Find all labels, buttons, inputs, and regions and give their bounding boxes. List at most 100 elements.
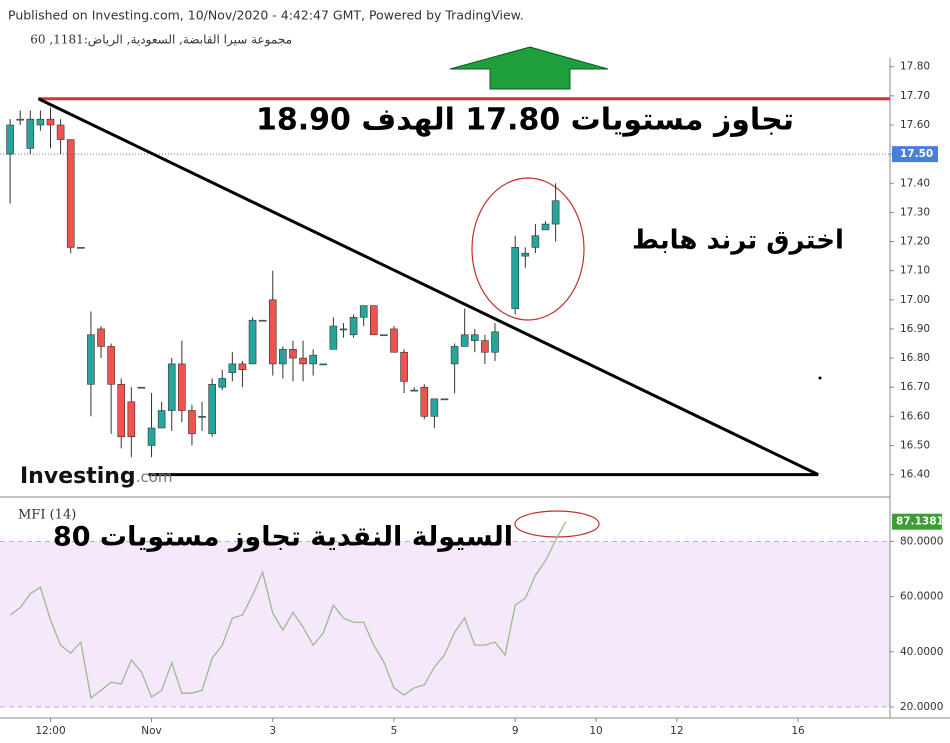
- logo-suffix: .com: [136, 468, 173, 486]
- candle-body: [208, 383, 216, 435]
- candle-body: [531, 235, 540, 248]
- candle-body: [279, 349, 287, 365]
- candle-body: [248, 319, 257, 365]
- candle-body: [410, 389, 418, 392]
- candle-body: [46, 118, 55, 126]
- candle-body: [36, 118, 45, 126]
- x-tick-label: 3: [269, 725, 276, 737]
- candle-body: [400, 351, 408, 382]
- y-tick-label: 17.00: [900, 294, 930, 306]
- candle-body: [117, 383, 126, 438]
- x-tick-label: 10: [589, 725, 602, 737]
- dot: [818, 376, 822, 380]
- candle-body: [329, 325, 338, 350]
- y-tick-label: 20.0000: [900, 701, 943, 713]
- candle-body: [26, 118, 35, 149]
- drawing-line: [37, 97, 819, 476]
- y-tick-label: 80.0000: [900, 535, 943, 547]
- mfi-last-label: 87.1381: [896, 516, 944, 528]
- candle-body: [66, 139, 75, 248]
- y-tick-label: 17.60: [900, 119, 930, 131]
- candle-body: [289, 349, 297, 359]
- arrow-up: [449, 46, 609, 90]
- candle-body: [137, 386, 146, 389]
- candle-body: [127, 401, 136, 438]
- candle-body: [77, 247, 85, 249]
- candle-body: [471, 334, 479, 341]
- candle-body: [16, 118, 25, 121]
- y-tick-label: 17.10: [900, 265, 930, 277]
- candle-body: [390, 328, 398, 353]
- y-tick-label: 60.0000: [900, 591, 943, 603]
- x-tick-label: 9: [512, 725, 519, 737]
- candle-body: [481, 340, 489, 353]
- x-tick-label: 5: [391, 725, 398, 737]
- y-tick-label: 17.80: [900, 61, 930, 73]
- candle-body: [188, 410, 196, 435]
- candle-body: [157, 410, 166, 429]
- x-tick-label: 12:00: [35, 725, 65, 737]
- annotation: اخترق ترند هابط: [632, 226, 844, 256]
- candle-body: [349, 316, 358, 336]
- annotation: السيولة النقدية تجاوز مستويات 80: [53, 522, 513, 553]
- candle-body: [430, 398, 439, 417]
- candle-body: [491, 331, 499, 353]
- candle-body: [6, 124, 14, 155]
- y-tick-label: 16.60: [900, 410, 930, 422]
- candle-body: [521, 252, 530, 257]
- mfi-line: [9, 521, 567, 699]
- candle-body: [198, 416, 206, 418]
- candle-body: [339, 328, 348, 331]
- candle-body: [511, 247, 520, 309]
- candle-body: [87, 334, 95, 385]
- y-tick-label: 17.70: [900, 90, 930, 102]
- x-tick-label: 12: [670, 725, 683, 737]
- mfi-last-box: [892, 513, 942, 530]
- candle-body: [147, 427, 156, 446]
- x-tick-label: Nov: [141, 725, 162, 737]
- candle-body: [178, 363, 186, 411]
- candle-body: [319, 363, 328, 366]
- candle-body: [450, 346, 459, 365]
- candle-body: [369, 305, 378, 336]
- candle-body: [440, 398, 449, 401]
- x-tick-label: 16: [791, 725, 805, 737]
- candle-body: [268, 299, 277, 365]
- highlight-ellipse: [471, 177, 585, 321]
- candle-body: [167, 363, 176, 411]
- candle-body: [460, 334, 469, 347]
- candle-body: [238, 363, 247, 371]
- plot: 16.40 16.50 16.60 16.70 16.80 16.90 17.00 17.10…: [0, 61, 944, 737]
- symbol: مجموعة سيرا القابضة, السعودية, الرياض:11…: [30, 33, 292, 47]
- candle-body: [258, 319, 267, 322]
- candle-body: [551, 200, 560, 225]
- logo-main: Investing: [20, 464, 136, 489]
- y-tick-label: 17.30: [900, 206, 930, 218]
- y-tick-label: 17.40: [900, 177, 930, 189]
- y-tick-label: 16.70: [900, 381, 930, 393]
- candle-body: [359, 305, 368, 318]
- header: Published on Investing.com, 10/Nov/2020 …: [8, 8, 524, 23]
- y-tick-label: 17.20: [900, 236, 930, 248]
- logo: Investing.com: [20, 464, 172, 489]
- y-tick-label: 16.80: [900, 352, 930, 364]
- candle-body: [218, 378, 227, 388]
- mfi-name: MFI (14): [18, 508, 76, 523]
- y-tick-label: 40.0000: [900, 646, 943, 658]
- candle-body: [299, 357, 307, 365]
- y-tick-label: 16.90: [900, 323, 930, 335]
- candle-body: [420, 386, 429, 417]
- candle-body: [380, 334, 388, 337]
- candle-body: [97, 328, 105, 347]
- last-price-label: 17.50: [900, 148, 933, 160]
- y-tick-label: 16.50: [900, 439, 930, 451]
- candle-body: [541, 223, 550, 231]
- mfi-band: [0, 541, 890, 707]
- candle-body: [107, 346, 115, 385]
- annotation: تجاوز مستويات 17.80 الهدف 18.90: [256, 103, 794, 138]
- candle-body: [228, 363, 237, 373]
- candle-body: [309, 354, 317, 365]
- last-price-box: [892, 146, 938, 163]
- candle-body: [56, 124, 65, 140]
